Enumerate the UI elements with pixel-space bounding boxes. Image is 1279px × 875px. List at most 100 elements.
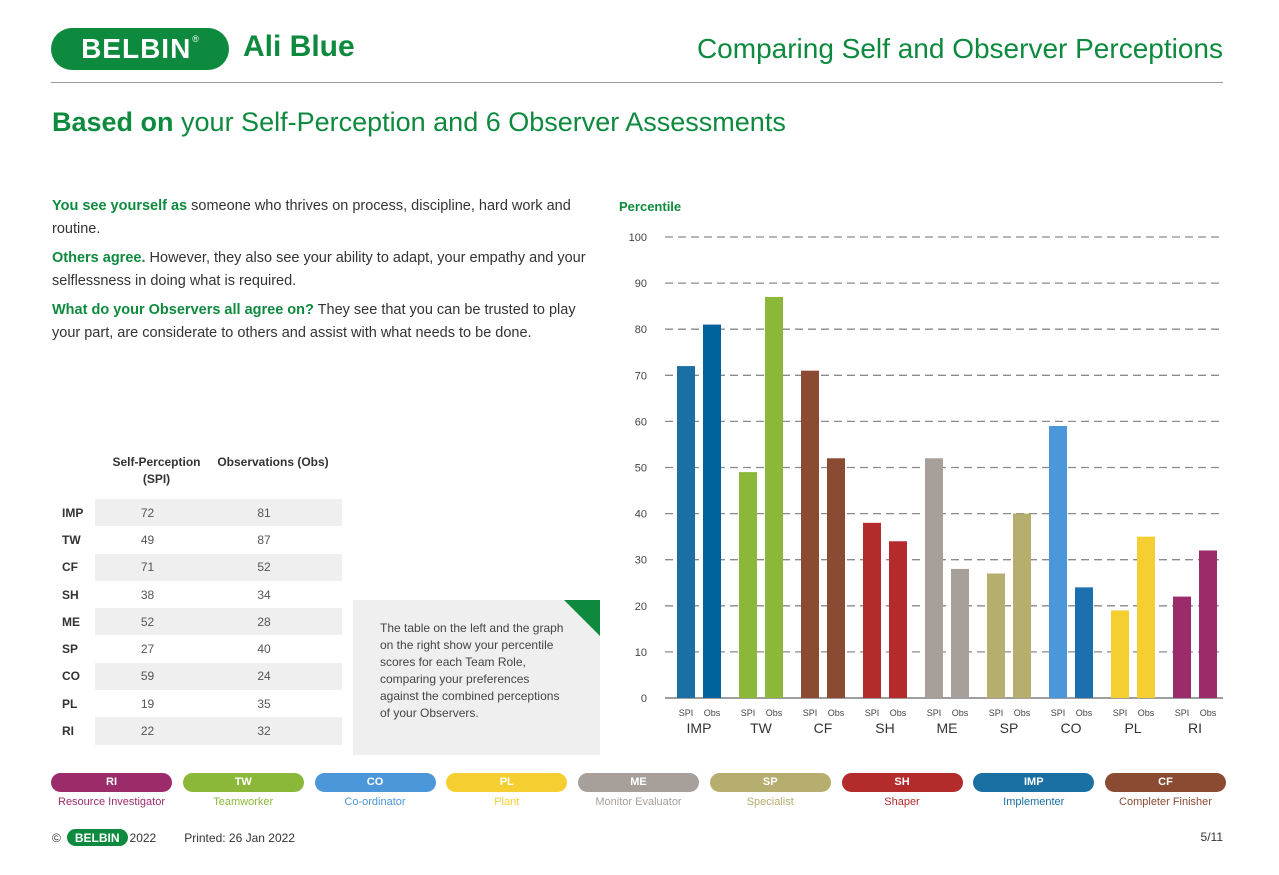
legend-label: Specialist (746, 796, 794, 808)
row-values: 59 24 (95, 662, 342, 691)
narrative-paragraph: What do your Observers all agree on? The… (52, 299, 592, 345)
y-tick-label: 90 (635, 278, 647, 290)
section-heading: Based on your Self-Perception and 6 Obse… (52, 107, 786, 138)
bar-series-label: Obs (1014, 708, 1031, 718)
legend-item: RI Resource Investigator (51, 773, 172, 808)
legend-label: Teamworker (213, 796, 274, 808)
spi-value: 72 (140, 505, 155, 520)
bar-series-label: Obs (704, 708, 721, 718)
y-tick-label: 0 (641, 693, 647, 705)
legend-label: Resource Investigator (58, 796, 165, 808)
bar-sp-spi (987, 573, 1005, 698)
legend-item: SP Specialist (709, 773, 831, 808)
bar-tw-obs (765, 296, 783, 698)
obs-value: 40 (257, 642, 271, 657)
legend-label: Monitor Evaluator (595, 796, 682, 808)
bar-series-label: SPI (1051, 708, 1066, 718)
logo-text: BELBIN (81, 33, 192, 64)
person-name: Ali Blue (243, 30, 355, 63)
note-corner-flag (564, 600, 600, 636)
registered-mark: ® (192, 34, 199, 44)
y-tick-label: 40 (635, 509, 647, 521)
percentile-chart: Percentile 0 10 20 30 40 50 60 70 80 90 100 SPI Obs IM… (610, 190, 1230, 750)
note-text: The table on the left and the graph on t… (380, 621, 564, 720)
row-values: 71 52 (95, 553, 342, 581)
legend-item: PL Plant (446, 773, 568, 808)
bar-series-label: Obs (766, 708, 783, 718)
legend-pill: ME (578, 773, 699, 792)
bar-sh-spi (863, 522, 881, 698)
narrative: You see yourself as someone who thrives … (52, 195, 592, 351)
row-values: 22 32 (95, 717, 342, 745)
legend-label: Implementer (1003, 796, 1065, 808)
y-tick-label: 50 (635, 463, 647, 475)
role-code: IMP (62, 505, 84, 520)
bar-series-label: SPI (989, 708, 1004, 718)
bar-imp-spi (677, 366, 695, 698)
y-axis-label: Percentile (619, 199, 681, 214)
table-row: RI 22 32 (52, 717, 342, 745)
legend-pill: CO (314, 773, 436, 792)
role-code: ME (62, 614, 80, 629)
bar-tw-spi (739, 472, 757, 698)
bar-series-label: SPI (679, 708, 694, 718)
legend-item: CO Co-ordinator (314, 773, 436, 808)
legend-pill: IMP (973, 773, 1095, 792)
x-category-label: IMP (687, 720, 712, 736)
row-values: 19 35 (95, 690, 342, 717)
x-category-label: PL (1124, 720, 1141, 736)
bar-series-label: Obs (952, 708, 969, 718)
table-row: PL 19 35 (52, 690, 342, 717)
legend-pill: PL (446, 773, 568, 792)
legend-item: IMP Implementer (973, 773, 1095, 808)
obs-value: 81 (257, 505, 271, 520)
narrative-paragraph: Others agree. However, they also see you… (52, 247, 592, 293)
narrative-text: someone who thrives on process, discipli… (52, 198, 571, 237)
copyright-symbol: © (52, 830, 61, 845)
x-category-label: CF (814, 720, 833, 736)
table-row: IMP 72 81 (52, 499, 342, 527)
legend-item: CF Completer Finisher (1105, 773, 1226, 808)
bar-series-label: SPI (865, 708, 880, 718)
legend-pill: SP (709, 773, 831, 792)
narrative-text: They see that you can be trusted to play… (52, 302, 576, 341)
bar-series-label: Obs (828, 708, 845, 718)
footer-logo: BELBIN (66, 829, 128, 846)
bar-me-spi (925, 458, 943, 698)
spi-value: 38 (140, 587, 155, 602)
legend-pill: TW (182, 773, 304, 792)
y-tick-label: 70 (635, 370, 647, 382)
section-heading-bold: Based on (52, 107, 174, 137)
header-spi: Self-Perception (SPI) (112, 455, 201, 486)
section-heading-rest: your Self-Perception and 6 Observer Asse… (173, 107, 786, 137)
narrative-text: However, they also see your ability to a… (52, 250, 586, 289)
narrative-lead: Others agree. (52, 250, 146, 266)
legend-pill: CF (1105, 773, 1226, 792)
bar-co-obs (1075, 587, 1093, 698)
role-code: SP (62, 642, 79, 657)
belbin-logo: BELBIN ® (51, 28, 229, 70)
bar-series-label: SPI (741, 708, 756, 718)
obs-value: 34 (257, 587, 271, 602)
table-body: IMP 72 81 TW 49 87 CF 71 52 SH 38 34 ME 52 28 SP 27 40 CO 5… (52, 499, 342, 745)
x-category-label: ME (937, 720, 958, 736)
explanation-note: The table on the left and the graph on t… (353, 600, 600, 755)
role-code: TW (62, 532, 81, 547)
bar-series-label: SPI (1175, 708, 1190, 718)
team-role-legend: RI Resource Investigator TW Teamworker CO Co-… (51, 773, 1226, 808)
footer: © BELBIN 2022 Printed: 26 Jan 2022 (52, 829, 295, 846)
x-category-label: SP (1000, 720, 1019, 736)
role-code: SH (62, 587, 79, 602)
obs-value: 87 (257, 532, 271, 547)
legend-label: Plant (494, 796, 520, 808)
bar-me-obs (951, 568, 969, 698)
narrative-lead: What do your Observers all agree on? (52, 302, 314, 318)
printed-date: Printed: 26 Jan 2022 (184, 830, 295, 845)
bar-series-label: Obs (1138, 708, 1155, 718)
row-values: 38 34 (95, 581, 342, 608)
bar-sh-obs (889, 541, 907, 698)
y-tick-label: 60 (635, 416, 647, 428)
bar-series-label: SPI (1113, 708, 1128, 718)
bar-series-label: Obs (890, 708, 907, 718)
